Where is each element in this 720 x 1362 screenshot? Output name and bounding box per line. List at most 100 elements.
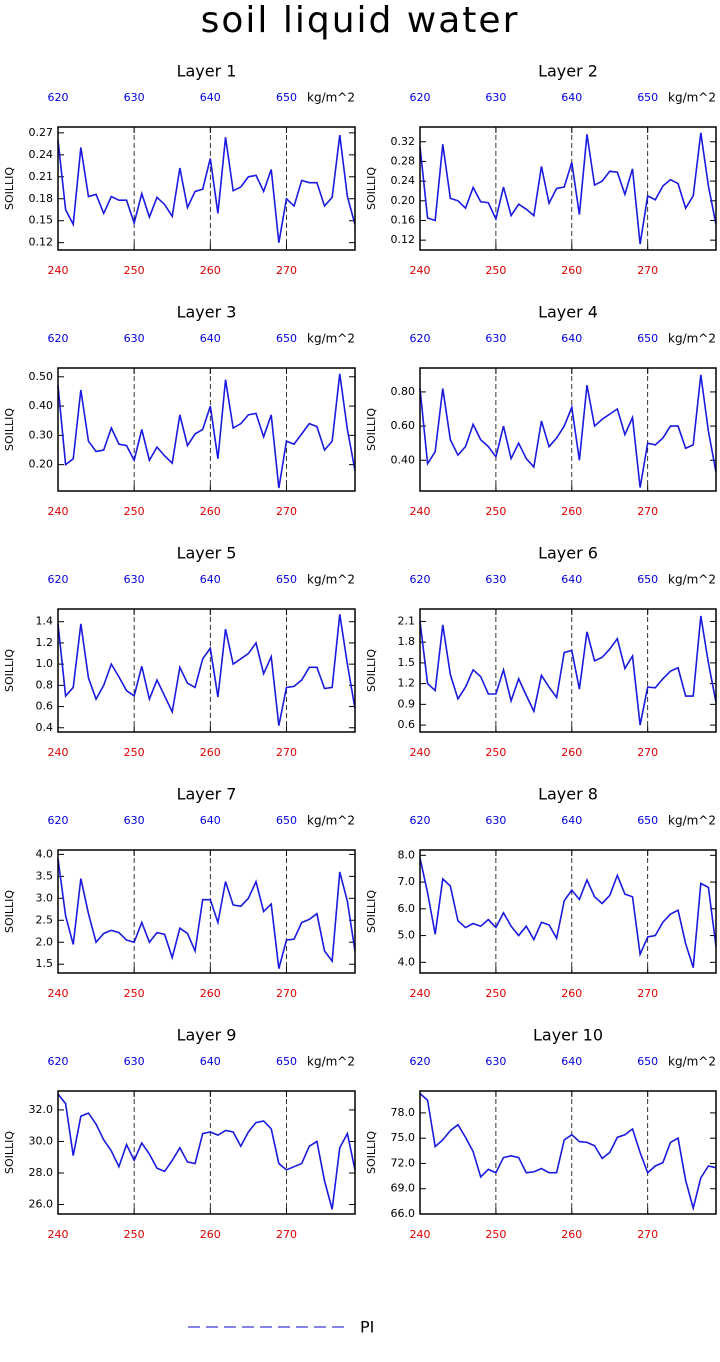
x2-tick-label: 630	[124, 573, 145, 586]
y-axis-label: SOILLIQ	[365, 1131, 378, 1174]
x-tick-label: 240	[48, 264, 69, 277]
x-tick-label: 260	[561, 987, 582, 1000]
data-line	[419, 132, 717, 245]
x-tick-label: 260	[200, 264, 221, 277]
y-tick-label: 1.8	[398, 635, 416, 648]
x2-tick-label: 640	[200, 573, 221, 586]
panel-title: Layer 10	[533, 1026, 603, 1045]
y-tick-label: 69.0	[391, 1182, 416, 1195]
plot-frame	[419, 1090, 717, 1215]
data-line	[419, 374, 717, 488]
x2-axis-label: kg/m^2	[307, 814, 355, 828]
x2-axis-label: kg/m^2	[307, 573, 355, 587]
x-tick-label: 250	[124, 264, 145, 277]
x2-tick-label: 630	[485, 91, 506, 104]
x-tick-label: 250	[124, 505, 145, 518]
legend-label: PI	[360, 1318, 374, 1337]
x2-tick-label: 640	[561, 814, 582, 827]
x2-tick-label: 620	[410, 573, 431, 586]
page-title: soil liquid water	[201, 0, 520, 41]
y-axis-label: SOILLIQ	[3, 649, 16, 692]
y-tick-label: 0.8	[36, 678, 54, 691]
x-tick-label: 250	[124, 1228, 145, 1241]
x-tick-label: 240	[410, 987, 431, 1000]
y-tick-label: 0.28	[391, 154, 416, 167]
y-tick-label: 0.80	[391, 385, 416, 398]
y-tick-label: 6.0	[398, 902, 416, 915]
x-tick-label: 250	[485, 505, 506, 518]
y-tick-label: 0.27	[29, 126, 54, 139]
y-tick-label: 4.0	[398, 955, 416, 968]
x-tick-label: 250	[485, 1228, 506, 1241]
x2-tick-label: 650	[637, 91, 658, 104]
x-tick-label: 250	[485, 264, 506, 277]
x2-tick-label: 630	[124, 1055, 145, 1068]
y-tick-label: 0.20	[391, 194, 416, 207]
y-tick-label: 1.4	[36, 615, 54, 628]
plot-frame	[419, 849, 717, 974]
data-line	[419, 615, 717, 726]
panel-title: Layer 1	[177, 62, 237, 81]
y-tick-label: 1.5	[36, 957, 54, 970]
x-tick-label: 250	[124, 987, 145, 1000]
y-tick-label: 1.5	[398, 656, 416, 669]
y-tick-label: 0.50	[29, 370, 54, 383]
x2-tick-label: 650	[637, 1055, 658, 1068]
y-tick-label: 66.0	[391, 1207, 416, 1220]
y-axis-label: SOILLIQ	[3, 408, 16, 451]
x-tick-label: 260	[200, 1228, 221, 1241]
y-axis-label: SOILLIQ	[365, 649, 378, 692]
y-axis-label: SOILLIQ	[365, 167, 378, 210]
data-line	[57, 1093, 356, 1210]
y-tick-label: 2.1	[398, 614, 416, 627]
y-tick-label: 0.24	[29, 148, 54, 161]
plot-frame	[57, 126, 356, 251]
x2-tick-label: 630	[124, 91, 145, 104]
y-tick-label: 0.30	[29, 428, 54, 441]
x2-tick-label: 650	[276, 1055, 297, 1068]
x-tick-label: 270	[276, 987, 297, 1000]
x-tick-label: 270	[276, 746, 297, 759]
x-tick-label: 260	[200, 987, 221, 1000]
x-tick-label: 270	[637, 987, 658, 1000]
x-tick-label: 270	[637, 1228, 658, 1241]
y-tick-label: 3.0	[36, 891, 54, 904]
x-tick-label: 240	[410, 505, 431, 518]
data-line	[57, 373, 356, 489]
plot-frame	[57, 849, 356, 974]
y-tick-label: 26.0	[29, 1198, 54, 1211]
x2-tick-label: 630	[485, 573, 506, 586]
data-line	[419, 1092, 717, 1212]
y-tick-label: 75.0	[391, 1131, 416, 1144]
x2-tick-label: 640	[561, 332, 582, 345]
y-tick-label: 4.0	[36, 847, 54, 860]
y-tick-label: 32.0	[29, 1103, 54, 1116]
y-axis-label: SOILLIQ	[365, 408, 378, 451]
x-tick-label: 260	[561, 746, 582, 759]
x2-tick-label: 650	[276, 91, 297, 104]
y-tick-label: 72.0	[391, 1156, 416, 1169]
plot-frame	[419, 608, 717, 733]
x-tick-label: 240	[48, 987, 69, 1000]
y-axis-label: SOILLIQ	[3, 890, 16, 933]
y-tick-label: 2.5	[36, 913, 54, 926]
x2-tick-label: 620	[48, 573, 69, 586]
y-tick-label: 0.20	[29, 458, 54, 471]
x2-axis-label: kg/m^2	[307, 91, 355, 105]
x-tick-label: 240	[48, 1228, 69, 1241]
y-tick-label: 1.2	[36, 636, 54, 649]
x2-tick-label: 640	[200, 814, 221, 827]
y-tick-label: 0.4	[36, 721, 54, 734]
y-tick-label: 0.6	[398, 718, 416, 731]
x-tick-label: 270	[276, 264, 297, 277]
y-tick-label: 0.32	[391, 135, 416, 148]
panel-title: Layer 7	[177, 785, 237, 804]
x2-tick-label: 650	[637, 332, 658, 345]
x2-tick-label: 630	[124, 332, 145, 345]
x2-axis-label: kg/m^2	[668, 1055, 716, 1069]
data-line	[419, 857, 717, 968]
x2-axis-label: kg/m^2	[668, 332, 716, 346]
x2-tick-label: 650	[276, 332, 297, 345]
x2-tick-label: 620	[410, 91, 431, 104]
x-tick-label: 260	[200, 505, 221, 518]
